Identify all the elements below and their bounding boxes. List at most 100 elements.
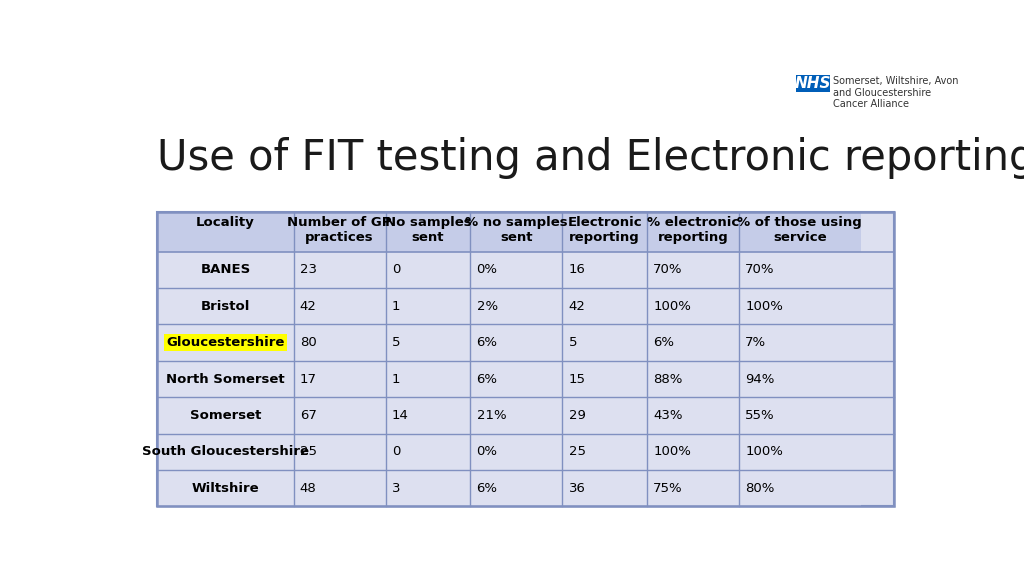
Bar	[158, 252, 294, 288]
Text: 42: 42	[300, 300, 316, 313]
Bar	[158, 434, 294, 470]
Text: 29: 29	[568, 409, 586, 422]
Text: 21%: 21%	[476, 409, 506, 422]
Text: Somerset: Somerset	[189, 409, 261, 422]
Bar	[647, 397, 739, 434]
Bar	[158, 397, 294, 434]
Text: % no samples
sent: % no samples sent	[465, 216, 567, 244]
Text: North Somerset: North Somerset	[166, 373, 285, 385]
Bar	[739, 288, 860, 324]
Bar	[470, 470, 562, 506]
Text: 94%: 94%	[745, 373, 775, 385]
Text: 6%: 6%	[653, 336, 674, 349]
Bar	[386, 252, 470, 288]
Bar	[647, 252, 739, 288]
Bar	[158, 324, 294, 361]
Bar	[739, 361, 860, 397]
Text: 2%: 2%	[476, 300, 498, 313]
Text: BANES: BANES	[201, 263, 251, 276]
Text: 5: 5	[392, 336, 400, 349]
Text: South Gloucestershire: South Gloucestershire	[142, 445, 309, 458]
Bar	[386, 470, 470, 506]
Bar	[386, 434, 470, 470]
Bar	[470, 361, 562, 397]
Text: 23: 23	[300, 263, 316, 276]
Text: 25: 25	[300, 445, 316, 458]
Bar	[647, 288, 739, 324]
Bar	[470, 324, 562, 361]
Text: 55%: 55%	[745, 409, 775, 422]
Bar	[647, 434, 739, 470]
Text: 36: 36	[568, 482, 586, 495]
Bar	[562, 470, 647, 506]
Bar	[158, 211, 294, 252]
Text: 0%: 0%	[476, 445, 498, 458]
Text: 88%: 88%	[653, 373, 683, 385]
Bar	[647, 361, 739, 397]
Bar	[647, 470, 739, 506]
Text: NHS: NHS	[795, 76, 831, 91]
Bar	[294, 434, 386, 470]
Bar	[562, 211, 647, 252]
Bar	[562, 288, 647, 324]
Text: 80%: 80%	[745, 482, 775, 495]
Bar	[386, 211, 470, 252]
Bar	[647, 211, 739, 252]
Text: No samples
sent: No samples sent	[385, 216, 471, 244]
Bar	[739, 252, 860, 288]
Bar	[739, 211, 860, 252]
Text: 14: 14	[392, 409, 409, 422]
Text: 1: 1	[392, 373, 400, 385]
Bar	[470, 211, 562, 252]
Bar	[158, 288, 294, 324]
Bar	[562, 397, 647, 434]
Text: Bristol: Bristol	[201, 300, 250, 313]
Text: 75%: 75%	[653, 482, 683, 495]
Bar	[294, 211, 386, 252]
Text: 15: 15	[568, 373, 586, 385]
Bar	[739, 324, 860, 361]
Text: 6%: 6%	[476, 336, 498, 349]
Bar	[158, 211, 894, 506]
Text: % of those using
service: % of those using service	[737, 216, 862, 244]
Bar	[386, 324, 470, 361]
Text: 70%: 70%	[745, 263, 775, 276]
Text: 80: 80	[300, 336, 316, 349]
Bar	[294, 470, 386, 506]
Text: Electronic
reporting: Electronic reporting	[567, 216, 642, 244]
Text: 17: 17	[300, 373, 316, 385]
Text: 43%: 43%	[653, 409, 683, 422]
Text: 0%: 0%	[476, 263, 498, 276]
Text: 70%: 70%	[653, 263, 683, 276]
Text: 7%: 7%	[745, 336, 766, 349]
Bar	[562, 434, 647, 470]
Bar	[386, 288, 470, 324]
Bar	[562, 324, 647, 361]
Text: 0: 0	[392, 263, 400, 276]
Text: 16: 16	[568, 263, 586, 276]
Text: 6%: 6%	[476, 482, 498, 495]
Text: Number of GP
practices: Number of GP practices	[288, 216, 392, 244]
Bar	[739, 470, 860, 506]
Bar	[562, 361, 647, 397]
Text: 6%: 6%	[476, 373, 498, 385]
Text: 3: 3	[392, 482, 400, 495]
Bar	[739, 434, 860, 470]
Bar	[386, 361, 470, 397]
Text: 100%: 100%	[653, 300, 691, 313]
Text: Locality: Locality	[197, 216, 255, 229]
Bar	[158, 470, 294, 506]
Bar	[386, 397, 470, 434]
Bar	[294, 397, 386, 434]
Text: Gloucestershire: Gloucestershire	[166, 336, 285, 349]
Text: 100%: 100%	[745, 300, 783, 313]
Bar	[158, 361, 294, 397]
Text: Somerset, Wiltshire, Avon
and Gloucestershire
Cancer Alliance: Somerset, Wiltshire, Avon and Gloucester…	[834, 76, 958, 109]
Bar	[294, 288, 386, 324]
Bar	[470, 434, 562, 470]
Bar	[470, 252, 562, 288]
Text: 1: 1	[392, 300, 400, 313]
Text: 5: 5	[568, 336, 578, 349]
Bar	[562, 252, 647, 288]
Bar	[739, 397, 860, 434]
